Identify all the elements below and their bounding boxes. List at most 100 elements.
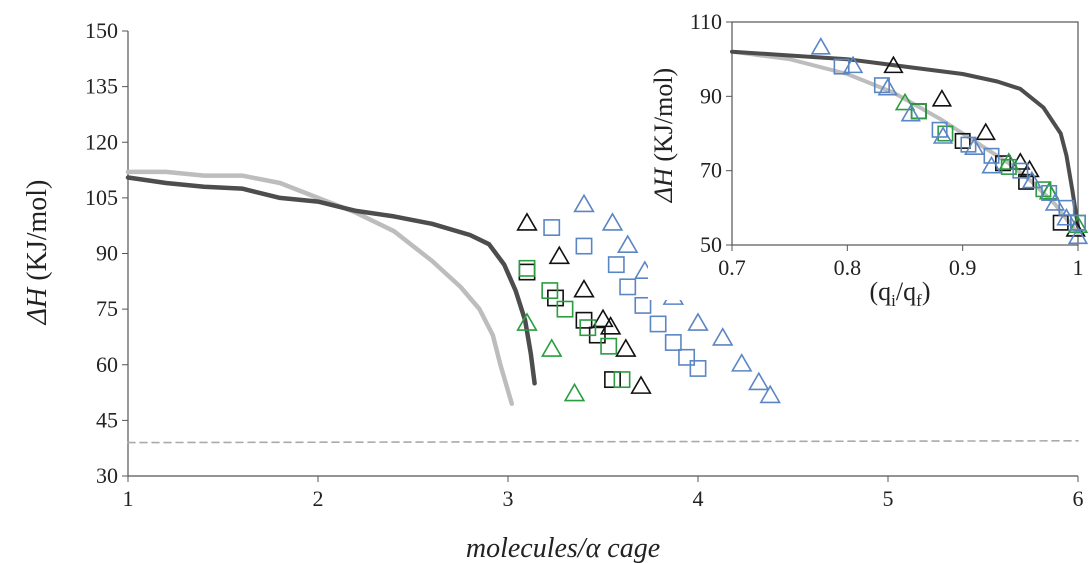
square-marker (1018, 173, 1035, 190)
x-tick-label: 2 (313, 486, 324, 511)
triangle-marker (516, 312, 538, 331)
x-tick-label: 5 (883, 486, 894, 511)
triangle-marker (981, 155, 1002, 174)
triangle-marker (877, 77, 898, 96)
triangle-marker (615, 338, 637, 357)
square-marker (1012, 162, 1029, 179)
triangle-marker (998, 152, 1019, 170)
triangle-marker (616, 234, 639, 254)
square-marker (543, 219, 561, 236)
square-marker (1070, 214, 1087, 231)
triangle-marker (730, 353, 753, 372)
square-marker (664, 334, 682, 351)
y-tick-label: 60 (96, 352, 118, 377)
series-curve-1 (125, 175, 537, 386)
y-axis-title: ΔH (KJ/mol) (22, 180, 53, 326)
triangle-marker (563, 382, 586, 402)
inset-x-title-part: /q (896, 277, 916, 306)
triangle-marker (1038, 181, 1060, 200)
inset-y-title-symbol: ΔH (649, 167, 678, 203)
triangle-marker (601, 212, 624, 231)
square-marker (613, 371, 631, 389)
triangle-marker (573, 193, 595, 213)
square-marker (983, 147, 1000, 164)
triangle-marker (931, 89, 953, 107)
inset-y-axis-title: ΔH (KJ/mol) (649, 68, 678, 203)
square-marker (678, 348, 696, 366)
series-curve-0 (125, 169, 515, 406)
triangle-marker (810, 36, 831, 55)
square-marker (541, 282, 559, 300)
square-marker (873, 77, 890, 94)
y-tick-label: 150 (85, 18, 118, 43)
triangle-marker (1056, 207, 1077, 226)
square-marker (833, 58, 850, 75)
x-tick-label: 1 (123, 486, 134, 511)
triangle-marker (883, 55, 904, 74)
square-marker (1041, 184, 1058, 201)
reference-dashed-line (127, 440, 1079, 444)
square-marker (575, 237, 593, 255)
inset-x-title-part: (q (870, 277, 892, 306)
triangle-marker (548, 245, 571, 265)
x-axis-title: molecules/α cage (466, 533, 660, 563)
y-tick-label: 90 (700, 83, 722, 108)
inset-x-axis-title: (qi/qf) (870, 277, 931, 310)
triangle-marker (1067, 226, 1089, 245)
triangle-marker (711, 327, 734, 346)
y-tick-label: 120 (85, 129, 118, 154)
square-marker (600, 337, 618, 355)
square-marker (689, 360, 707, 377)
x-tick-label: 3 (503, 486, 514, 511)
triangle-marker (630, 375, 652, 394)
x-tick-label: 4 (693, 486, 704, 511)
inset-y-title-unit: (KJ/mol) (649, 68, 678, 168)
triangle-marker (759, 384, 781, 404)
triangle-marker (932, 126, 954, 144)
triangle-marker (573, 278, 595, 298)
square-marker (1058, 199, 1075, 216)
x-tick-label: 1 (1073, 255, 1084, 280)
y-tick-label: 70 (700, 158, 722, 183)
triangle-marker (975, 122, 996, 141)
y-axis-title-symbol: ΔH (22, 286, 53, 325)
y-tick-label: 105 (85, 185, 118, 210)
y-tick-label: 75 (96, 296, 118, 321)
y-axis-title-unit: (KJ/mol) (22, 180, 53, 288)
triangle-marker (748, 371, 770, 391)
triangle-marker (687, 312, 709, 331)
y-tick-label: 45 (96, 407, 118, 432)
triangle-marker (540, 338, 563, 357)
inset-plot: 50 70 90 110 0.7 0.8 0.9 1 (qi/qf) ΔH (KJ/mol) (648, 0, 1090, 310)
square-marker (649, 315, 667, 333)
triangle-marker (964, 137, 985, 155)
square-marker (556, 300, 574, 318)
series-curve-0 (730, 49, 1080, 236)
triangle-marker (599, 316, 622, 335)
y-tick-label: 90 (96, 241, 118, 266)
square-marker (1035, 181, 1052, 198)
square-marker (518, 263, 536, 281)
inset-x-title-sub: i (891, 291, 896, 310)
square-marker (579, 319, 597, 337)
inset-x-title-sub: f (916, 291, 922, 310)
square-marker (960, 136, 977, 153)
y-tick-label: 135 (85, 74, 118, 99)
x-tick-label: 6 (1073, 486, 1084, 511)
triangle-marker (1044, 193, 1066, 211)
triangle-marker (900, 103, 921, 122)
square-marker (931, 121, 948, 138)
triangle-marker (592, 308, 614, 328)
square-marker (937, 125, 954, 142)
triangle-marker (894, 92, 916, 111)
triangle-marker (1021, 170, 1043, 189)
square-marker (607, 256, 625, 274)
square-marker (634, 296, 652, 314)
y-tick-label: 30 (96, 463, 118, 488)
x-tick-label: 0.7 (718, 255, 746, 280)
x-tick-label: 0.9 (949, 255, 977, 280)
square-marker (954, 132, 971, 149)
y-tick-label: 110 (690, 9, 722, 34)
